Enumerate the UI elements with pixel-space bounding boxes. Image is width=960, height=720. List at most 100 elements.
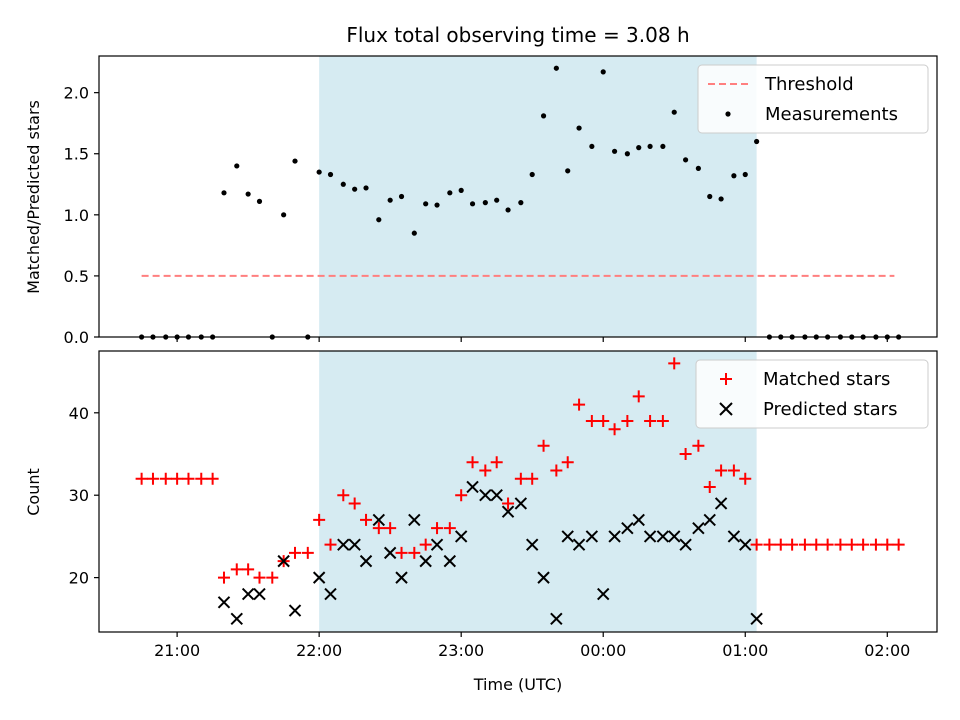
matched-star-point bbox=[632, 390, 645, 403]
shaded-interval-bottom bbox=[319, 351, 757, 632]
predicted-star-point bbox=[750, 612, 763, 626]
predicted-star-point bbox=[501, 505, 515, 518]
matched-star-point bbox=[526, 472, 539, 485]
measurement-point bbox=[636, 145, 642, 151]
measurement-point bbox=[469, 201, 476, 207]
predicted-star-point bbox=[621, 521, 634, 535]
x-tick-label: 23:00 bbox=[438, 641, 484, 660]
matched-star-point bbox=[821, 538, 834, 551]
measurement-point bbox=[589, 143, 595, 150]
matched-star-point bbox=[834, 538, 847, 551]
measurement-point bbox=[529, 171, 535, 178]
measurement-point bbox=[600, 69, 606, 75]
measurement-point bbox=[742, 171, 748, 178]
matched-star-point bbox=[892, 538, 905, 551]
matched-star-point bbox=[679, 448, 692, 461]
measurement-point bbox=[683, 157, 689, 163]
predicted-star-point bbox=[230, 612, 243, 626]
predicted-star-point bbox=[490, 489, 503, 502]
matched-star-point bbox=[419, 538, 432, 551]
matched-star-point bbox=[810, 538, 823, 551]
predicted-star-point bbox=[561, 530, 574, 543]
predicted-star-point bbox=[739, 538, 752, 551]
matched-star-point bbox=[561, 456, 574, 469]
matched-star-point bbox=[715, 464, 728, 477]
measurement-point bbox=[754, 138, 760, 145]
matched-star-point bbox=[750, 538, 763, 551]
y-tick-label: 40 bbox=[69, 404, 89, 423]
predicted-star-point bbox=[253, 587, 266, 601]
matched-star-point bbox=[550, 464, 563, 477]
predicted-star-point bbox=[585, 530, 599, 543]
measurement-point bbox=[458, 187, 464, 193]
measurement-point bbox=[576, 125, 582, 131]
y-tick-label: 30 bbox=[69, 486, 89, 505]
measurement-point bbox=[411, 230, 417, 236]
predicted-star-point bbox=[359, 554, 373, 568]
measurement-point bbox=[482, 200, 488, 206]
predicted-star-point bbox=[537, 571, 550, 584]
measurement-point bbox=[292, 158, 298, 164]
panel-frame-top bbox=[98, 55, 938, 338]
matched-star-point bbox=[372, 522, 385, 535]
x-tick-label: 22:00 bbox=[296, 641, 342, 660]
predicted-star-point bbox=[514, 497, 528, 510]
predicted-star-point bbox=[454, 530, 468, 543]
matched-star-point bbox=[763, 538, 776, 551]
predicted-star-point bbox=[348, 538, 361, 551]
matched-star-point bbox=[703, 480, 716, 493]
measurement-point bbox=[565, 168, 571, 174]
y-tick-label: 1.5 bbox=[64, 145, 89, 164]
matched-star-point bbox=[266, 571, 279, 584]
panel-count: 21:00 22:00 23:00 00:00 01:00 02:00 20 30 40 Co… bbox=[24, 350, 938, 694]
predicted-star-point bbox=[241, 587, 255, 601]
measurement-point bbox=[256, 198, 263, 204]
matched-star-point bbox=[171, 472, 184, 485]
matched-star-point bbox=[182, 472, 195, 485]
measurement-point bbox=[387, 197, 393, 203]
measurement-point bbox=[624, 151, 630, 157]
predicted-star-point bbox=[714, 497, 728, 510]
predicted-star-point bbox=[479, 489, 492, 502]
matched-star-point bbox=[301, 546, 314, 559]
matched-star-point bbox=[443, 522, 456, 535]
matched-star-point bbox=[230, 563, 243, 576]
predicted-star-point bbox=[312, 571, 326, 584]
matched-star-point bbox=[857, 538, 870, 551]
matched-star-point bbox=[514, 472, 527, 485]
matched-star-point bbox=[242, 563, 255, 576]
matched-star-point bbox=[146, 472, 159, 485]
predicted-star-point bbox=[643, 530, 657, 543]
predicted-star-point bbox=[466, 480, 479, 494]
measurement-point bbox=[718, 196, 724, 202]
matched-star-point bbox=[408, 546, 421, 559]
matched-star-point bbox=[455, 489, 468, 502]
matched-star-point bbox=[289, 546, 302, 559]
xlabel: Time (UTC) bbox=[473, 675, 562, 694]
predicted-star-point bbox=[217, 596, 231, 609]
matched-star-point bbox=[739, 472, 752, 485]
y-tick-label: 20 bbox=[69, 569, 89, 588]
measurement-point bbox=[494, 197, 500, 203]
predicted-star-point bbox=[383, 546, 397, 560]
measurement-point bbox=[671, 109, 677, 115]
predicted-star-point bbox=[288, 604, 302, 617]
measurement-point bbox=[281, 212, 287, 218]
measurement-point bbox=[540, 113, 547, 119]
predicted-star-point bbox=[632, 513, 645, 527]
predicted-star-point bbox=[703, 513, 716, 527]
y-tick-label: 1.0 bbox=[64, 206, 89, 225]
measurement-point bbox=[352, 186, 358, 192]
matched-star-point bbox=[668, 357, 681, 370]
measurement-point bbox=[423, 201, 429, 207]
measurement-point bbox=[731, 173, 737, 179]
legend-matched-label: Matched stars bbox=[763, 369, 890, 390]
measurement-point bbox=[447, 190, 453, 196]
predicted-star-point bbox=[324, 587, 337, 601]
matched-star-point bbox=[727, 464, 740, 477]
matched-star-point bbox=[573, 398, 586, 411]
matched-star-point bbox=[159, 472, 172, 485]
measurement-point bbox=[376, 217, 382, 223]
legend-matched-swatch bbox=[720, 373, 732, 385]
